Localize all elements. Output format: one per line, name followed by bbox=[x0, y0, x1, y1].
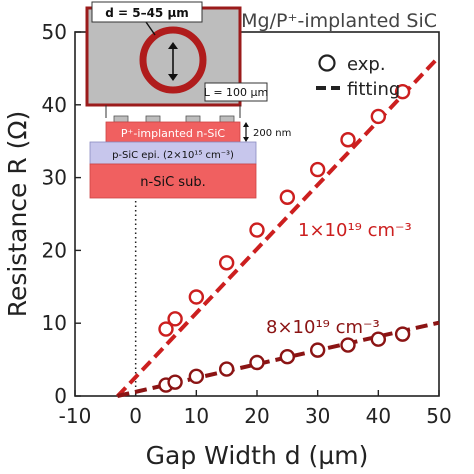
contact-2 bbox=[145, 115, 161, 123]
y-tick-label: 30 bbox=[42, 166, 67, 190]
data-point-series-1 bbox=[167, 311, 183, 327]
legend-marker-exp bbox=[318, 54, 336, 72]
data-point-series-1 bbox=[279, 189, 296, 205]
data-point-series-1 bbox=[218, 255, 235, 271]
y-tick-label: 10 bbox=[42, 311, 67, 335]
y-tick-label: 50 bbox=[42, 20, 67, 44]
x-tick-label: 20 bbox=[244, 404, 269, 428]
gap-arrow-head-top bbox=[168, 42, 178, 49]
data-point-series-1 bbox=[370, 108, 387, 125]
y-tick-label: 20 bbox=[42, 238, 67, 262]
data-points bbox=[158, 83, 411, 393]
x-tick-label: 50 bbox=[426, 404, 451, 428]
L-label: L = 100 µm bbox=[204, 86, 269, 99]
device-schematic-inset: d = 5–45 µm L = 100 µm P⁺-implanted n-Si… bbox=[85, 1, 291, 199]
data-point-series-2 bbox=[218, 361, 235, 377]
x-tick-label: 40 bbox=[366, 404, 391, 428]
x-tick-label: 10 bbox=[184, 404, 209, 428]
data-point-series-1 bbox=[249, 222, 265, 238]
substrate-layer bbox=[89, 163, 257, 199]
data-point-series-2 bbox=[309, 342, 326, 358]
data-point-series-1 bbox=[309, 161, 326, 178]
x-tick-label: 0 bbox=[129, 404, 142, 428]
d-pointer bbox=[145, 21, 156, 36]
data-point-series-2 bbox=[370, 331, 387, 347]
contact-4 bbox=[219, 115, 235, 123]
data-point-series-2 bbox=[394, 326, 411, 342]
x-axis-ticks: -10 0 10 20 30 40 50 bbox=[59, 390, 452, 428]
thickness-arrow-top bbox=[243, 122, 249, 127]
contact-3 bbox=[185, 115, 201, 123]
d-label: d = 5–45 µm bbox=[105, 6, 189, 20]
L-label-box bbox=[204, 82, 268, 102]
x-axis-title: Gap Width d (µm) bbox=[146, 441, 369, 470]
y-axis-title: Resistance R (Ω) bbox=[3, 111, 32, 318]
ring-contact bbox=[139, 26, 207, 94]
y-tick-label: 40 bbox=[42, 93, 67, 117]
epi-layer-label: p-SiC epi. (2×10¹⁵ cm⁻³) bbox=[112, 150, 234, 161]
data-point-series-2 bbox=[340, 337, 356, 353]
legend: exp. fitting bbox=[316, 54, 400, 100]
legend-label-fitting: fitting bbox=[347, 79, 400, 100]
d-label-box bbox=[91, 1, 203, 23]
y-axis-ticks: 0 10 20 30 40 50 bbox=[42, 20, 81, 408]
data-point-series-2 bbox=[188, 368, 205, 385]
thickness-arrow-bottom bbox=[243, 137, 249, 142]
data-point-series-2 bbox=[249, 354, 265, 371]
data-point-series-2 bbox=[279, 348, 296, 365]
data-point-series-1 bbox=[340, 132, 356, 148]
contact-1 bbox=[113, 115, 129, 123]
chart-title: Mg/P⁺-implanted SiC bbox=[241, 10, 437, 32]
gap-arrow-head-bottom bbox=[168, 74, 178, 81]
data-point-series-2 bbox=[167, 374, 183, 390]
thickness-label: 200 nm bbox=[253, 128, 291, 139]
series-label-1e19: 1×10¹⁹ cm⁻³ bbox=[298, 220, 412, 241]
data-point-series-1 bbox=[158, 321, 174, 337]
series-label-8e19: 8×10¹⁹ cm⁻³ bbox=[266, 317, 380, 338]
x-tick-label: 30 bbox=[305, 404, 330, 428]
implant-layer-label: P⁺-implanted n-SiC bbox=[121, 127, 225, 140]
data-point-series-1 bbox=[188, 289, 205, 305]
x-tick-label: -10 bbox=[59, 404, 92, 428]
legend-label-exp: exp. bbox=[347, 54, 386, 75]
data-point-series-1 bbox=[394, 83, 411, 100]
substrate-label: n-SiC sub. bbox=[140, 175, 205, 190]
fit-line-series-1 bbox=[116, 55, 441, 398]
y-tick-label: 0 bbox=[54, 384, 67, 408]
